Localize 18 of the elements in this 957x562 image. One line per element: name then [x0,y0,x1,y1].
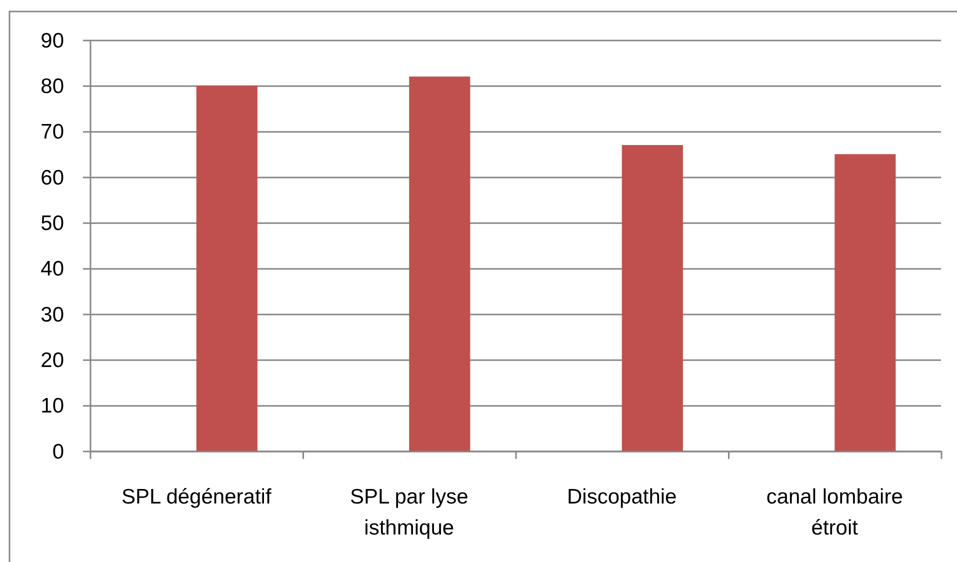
y-tick-label: 0 [52,440,64,464]
y-tick-label: 30 [40,303,64,326]
y-tick-label: 80 [40,75,64,98]
y-tick-label: 60 [40,166,64,190]
y-tick-label: 90 [40,29,64,52]
y-tick-label: 40 [40,258,64,281]
y-tick-label: 20 [40,349,64,372]
bar [409,76,470,451]
y-tick-label: 70 [40,120,64,144]
x-tick-label: SPL dégéneratif [121,485,272,508]
bar [196,86,258,451]
bar [622,145,683,451]
bar [834,154,896,451]
y-tick-label: 50 [40,212,64,236]
x-tick-label: Discopathie [567,485,677,508]
x-tick-label: canal lombaire étroit [766,485,903,540]
y-tick-label: 10 [40,394,64,418]
x-tick-label: SPL par lyse isthmique [350,485,468,540]
